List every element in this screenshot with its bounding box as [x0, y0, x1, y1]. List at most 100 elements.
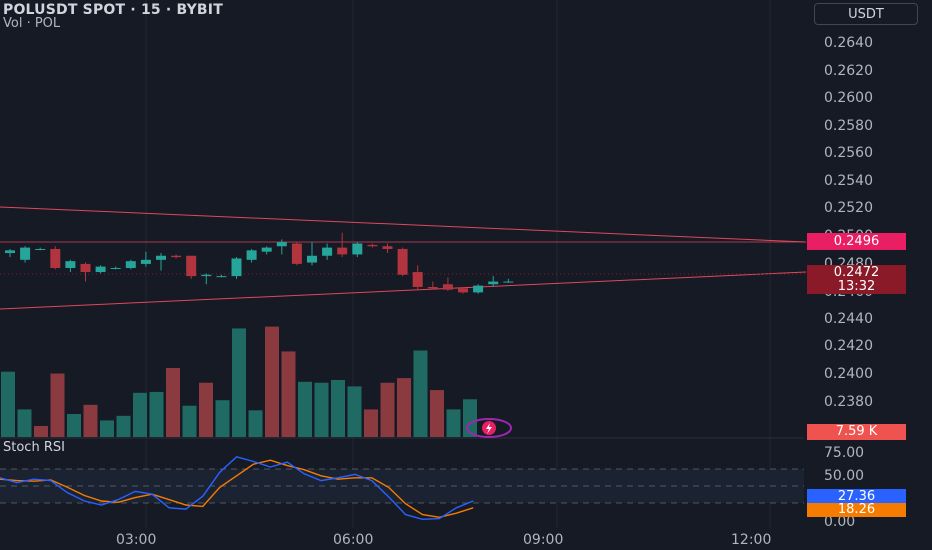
time-tick: 06:00 — [333, 532, 374, 548]
candle-body — [382, 246, 393, 249]
price-tick: 0.2640 — [824, 35, 873, 51]
candle-body — [140, 259, 151, 264]
volume-bar — [133, 392, 147, 437]
candle-body — [412, 272, 423, 287]
candle-body — [231, 258, 242, 277]
candlesticks — [5, 232, 514, 294]
candle-body — [65, 261, 76, 268]
volume-bar — [248, 410, 263, 437]
volume-bar — [397, 378, 411, 437]
price-tick: 0.2440 — [824, 311, 873, 327]
candle-body — [352, 243, 363, 255]
volume-bar — [380, 382, 395, 437]
rsi-tick: 0.00 — [824, 514, 856, 530]
candle-body — [50, 248, 61, 268]
time-tick: 03:00 — [116, 532, 157, 548]
candle-body — [276, 242, 287, 247]
volume-bar — [265, 326, 279, 437]
volume-value-label: 7.59 K — [807, 424, 906, 440]
candle-body — [367, 244, 378, 247]
volume-bar — [67, 414, 81, 437]
volume-bar — [463, 399, 477, 437]
resistance-price-label: 0.2496 — [807, 233, 906, 250]
volume-bar — [364, 409, 378, 437]
volume-bars — [1, 326, 477, 437]
candle-body — [95, 266, 106, 273]
price-tick: 0.2600 — [824, 90, 873, 106]
candle-body — [442, 284, 453, 290]
volume-bar — [281, 351, 296, 437]
stoch-d-line — [0, 459, 474, 519]
candle-body — [35, 248, 46, 250]
price-tick: 0.2380 — [824, 394, 873, 410]
volume-bar — [199, 382, 213, 437]
candle-body — [5, 250, 15, 254]
candle-body — [110, 267, 121, 269]
price-tick: 0.2520 — [824, 200, 873, 216]
candle-body — [503, 281, 514, 283]
volume-bar — [331, 379, 345, 437]
trendlines — [0, 206, 807, 310]
candle-body — [337, 247, 348, 255]
candle-body — [80, 263, 91, 273]
price-tick: 0.2620 — [824, 63, 873, 79]
volume-bar — [1, 371, 15, 437]
upper-trendline — [0, 206, 807, 243]
last-price-label: 0.2472 13:32 — [807, 265, 906, 294]
volume-bar — [149, 391, 164, 437]
candle-body — [291, 243, 302, 264]
volume-bar — [34, 425, 48, 437]
candle-body — [125, 261, 136, 268]
stoch-rsi-pane — [0, 456, 804, 521]
volume-bar — [446, 409, 461, 437]
rsi-tick: 75.00 — [824, 445, 865, 461]
volume-bar — [17, 409, 32, 437]
candle-body — [261, 247, 272, 252]
volume-bar — [100, 420, 114, 437]
candle-body — [427, 286, 438, 289]
volume-bar — [430, 390, 444, 437]
stoch-k-label: 27.36 — [807, 489, 906, 504]
volume-bar — [232, 328, 246, 437]
lower-trendline — [0, 271, 807, 310]
candle-body — [201, 274, 212, 277]
candle-body — [20, 247, 31, 260]
time-tick: 12:00 — [731, 532, 772, 548]
currency-unit-button[interactable]: USDT — [814, 3, 918, 25]
candle-body — [246, 250, 257, 260]
candle-body — [216, 276, 227, 278]
price-tick: 0.2560 — [824, 145, 873, 161]
price-tick: 0.2400 — [824, 366, 873, 382]
candle-body — [322, 247, 333, 256]
volume-bar — [314, 382, 329, 437]
volume-bar — [182, 405, 197, 437]
price-tick: 0.2540 — [824, 173, 873, 189]
volume-bar — [413, 350, 428, 437]
volume-bar — [166, 368, 180, 437]
volume-bar — [83, 404, 98, 437]
stoch-d-label: 18.26 — [807, 503, 906, 517]
bar-countdown: 13:32 — [837, 279, 876, 294]
candle-body — [156, 255, 166, 260]
volume-bar — [50, 373, 65, 437]
candle-body — [488, 281, 499, 285]
lightning-icon[interactable] — [466, 418, 512, 438]
candle-body — [458, 288, 468, 293]
volume-bar — [298, 381, 312, 437]
stoch-rsi-title[interactable]: Stoch RSI — [3, 440, 65, 455]
volume-legend[interactable]: Vol · POL — [3, 16, 61, 31]
volume-bar — [347, 386, 362, 437]
symbol-title[interactable]: POLUSDT SPOT · 15 · BYBIT — [3, 2, 223, 18]
volume-bar — [215, 400, 230, 437]
price-tick: 0.2420 — [824, 338, 873, 354]
candle-body — [171, 255, 182, 258]
last-price-value: 0.2472 — [833, 265, 880, 280]
candle-body — [397, 248, 408, 275]
volume-bar — [116, 415, 131, 437]
stoch-k-line — [0, 456, 474, 521]
candle-body — [186, 255, 197, 277]
rsi-tick: 50.00 — [824, 468, 865, 484]
time-tick: 09:00 — [523, 532, 564, 548]
price-tick: 0.2580 — [824, 118, 873, 134]
